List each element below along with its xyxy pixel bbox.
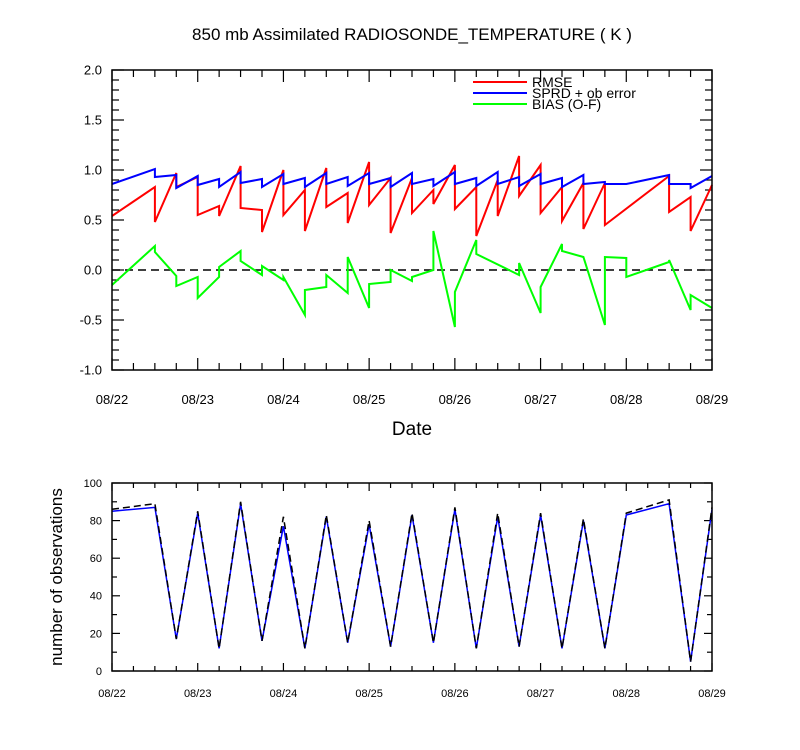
x-tick-label: 08/24 [270,688,298,700]
legend-label: SPRD + ob error [532,85,636,101]
x-tick-label: 08/23 [184,688,212,700]
x-tick-label: 08/23 [181,392,214,407]
x-tick-label: 08/25 [355,688,383,700]
legend-label: BIAS (O-F) [532,96,601,112]
x-tick-label: 08/26 [441,688,469,700]
y-tick-label: 60 [90,553,102,565]
x-tick-label: 08/27 [524,392,557,407]
x-tick-label: 08/27 [527,688,555,700]
y-tick-label: 0 [96,666,102,678]
y-tick-label: 1.0 [84,163,102,178]
x-tick-label: 08/28 [613,688,641,700]
y-tick-label: 20 [90,628,102,640]
y-axis-label: number of observations [47,488,66,666]
series-line-total [111,498,713,662]
y-tick-label: 40 [90,591,102,603]
y-tick-label: 0.5 [84,213,102,228]
y-tick-label: 100 [84,478,102,490]
top-panel: 08/22 08/23 08/24 08/25 08/26 08/27 08/28 08/29… [80,63,729,407]
x-tick-label: 08/22 [96,392,129,407]
legend-label: RMSE [532,74,572,90]
x-axis-label: Date [392,419,432,440]
x-tick-label: 08/28 [610,392,643,407]
series-line-bias-o-f [111,230,713,328]
y-tick-label: 2.0 [84,63,102,78]
y-tick-label: -0.5 [80,313,102,328]
plot-frame [111,69,713,371]
y-tick-label: 80 [90,515,102,527]
x-tick-label: 08/29 [698,688,726,700]
x-tick-label: 08/24 [267,392,300,407]
y-tick-label: 0.0 [84,263,102,278]
plot-frame [111,482,713,672]
x-tick-label: 08/25 [353,392,386,407]
series-line-rmse [111,155,713,237]
chart-title: 850 mb Assimilated RADIOSONDE_TEMPERATUR… [192,25,632,44]
x-tick-label: 08/29 [696,392,729,407]
x-tick-label: 08/26 [439,392,472,407]
series-line-sprd-ob-error [111,167,713,190]
series-line-assimilated [111,502,713,662]
bottom-panel: 08/22 08/23 08/24 08/25 08/26 08/27 08/28 08/29… [84,478,726,700]
y-tick-label: -1.0 [80,363,102,378]
x-tick-label: 08/22 [98,688,126,700]
y-tick-label: 1.5 [84,113,102,128]
